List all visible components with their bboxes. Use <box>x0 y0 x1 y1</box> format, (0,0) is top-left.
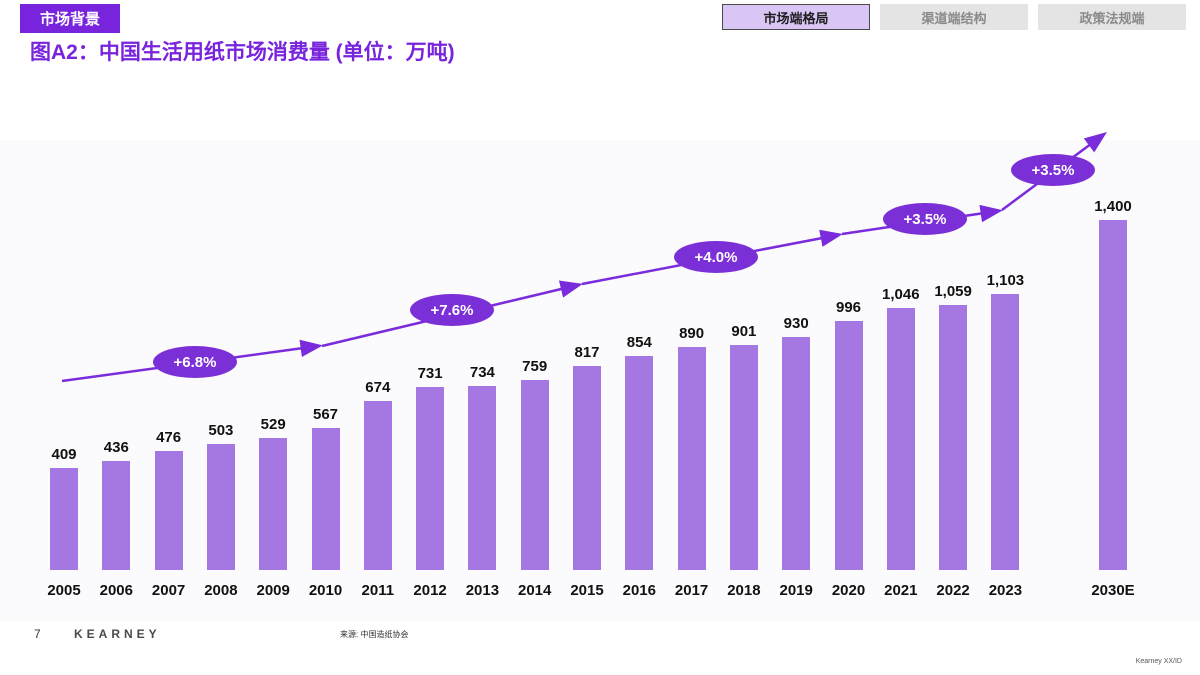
bar-group: 674 2011 <box>352 379 404 599</box>
source-note: 来源: 中国造纸协会 <box>340 630 409 639</box>
bar[interactable] <box>625 356 654 570</box>
bar-group: 1,400 2030E <box>1087 198 1139 599</box>
bar-group: 476 2007 <box>143 429 195 599</box>
bar-value-label: 529 <box>260 416 286 433</box>
page-number: 7 <box>34 627 41 641</box>
bar[interactable] <box>102 461 131 570</box>
bar-group: 503 2008 <box>195 422 247 599</box>
bar-value-label: 567 <box>312 406 339 423</box>
bar[interactable] <box>363 401 392 570</box>
x-axis-label: 2019 <box>779 582 813 599</box>
x-axis-label: 2020 <box>831 582 866 599</box>
x-axis-label: 2011 <box>361 582 395 599</box>
bar-group: 734 2013 <box>456 364 508 599</box>
bar[interactable] <box>311 428 340 570</box>
bar-value-label: 1,103 <box>986 272 1025 289</box>
x-axis-label: 2013 <box>465 582 500 599</box>
x-axis-label: 2015 <box>570 582 604 599</box>
bar-group: 854 2016 <box>613 334 665 599</box>
bar-group: 731 2012 <box>404 365 456 599</box>
bar-value-label: 436 <box>103 439 129 456</box>
bar-value-label: 503 <box>208 422 234 439</box>
kearney-logo: KEARNEY <box>74 627 161 641</box>
bar-group: 567 2010 <box>300 406 352 599</box>
bar[interactable] <box>154 451 183 570</box>
bar-value-label: 476 <box>156 429 182 446</box>
bar[interactable] <box>468 386 497 570</box>
bar[interactable] <box>520 380 549 570</box>
bar[interactable] <box>886 308 915 570</box>
x-axis-label: 2005 <box>47 582 81 599</box>
bar-group: 890 2017 <box>666 325 718 599</box>
bar[interactable] <box>50 468 78 570</box>
x-axis-label: 2022 <box>936 582 970 599</box>
bar-group: 996 2020 <box>823 299 875 599</box>
bar-group: 901 2018 <box>718 323 770 599</box>
tab-bar: 市场端格局 渠道端结构 政策法规端 <box>722 4 1186 30</box>
bar-group: 409 2005 <box>38 446 90 599</box>
x-axis-label: 2007 <box>151 582 186 599</box>
bar-group: 817 2015 <box>561 344 613 599</box>
bar[interactable] <box>729 345 758 570</box>
bar-group: 529 2009 <box>247 416 299 599</box>
bar-value-label: 930 <box>783 315 809 332</box>
tab-market-structure[interactable]: 市场端格局 <box>722 4 870 30</box>
bar-group: 1,103 2023 <box>979 272 1031 599</box>
x-axis-label: 2017 <box>674 582 709 599</box>
bar-group: 1,046 2021 <box>875 286 927 599</box>
bar[interactable] <box>206 444 235 570</box>
bar-value-label: 817 <box>574 344 600 361</box>
bar[interactable] <box>939 305 968 570</box>
x-axis-label: 2010 <box>308 582 343 599</box>
x-axis-label: 2023 <box>988 582 1023 599</box>
bar-value-label: 759 <box>522 358 548 375</box>
x-axis-label: 2018 <box>727 582 761 599</box>
bar-group: 759 2014 <box>509 358 561 599</box>
tab-channel-structure[interactable]: 渠道端结构 <box>880 4 1028 30</box>
bar[interactable] <box>1099 220 1127 570</box>
bar-value-label: 1,059 <box>934 283 972 300</box>
bar-group: 930 2019 <box>770 315 822 599</box>
bar-value-label: 731 <box>417 365 443 382</box>
section-badge: 市场背景 <box>20 4 121 33</box>
bar[interactable] <box>573 366 601 570</box>
tab-policy-regulation[interactable]: 政策法规端 <box>1038 4 1186 30</box>
bar[interactable] <box>416 387 445 570</box>
bar[interactable] <box>782 337 811 570</box>
page-title: 图A2：中国生活用纸市场消费量 (单位：万吨) <box>30 41 455 64</box>
bar-value-label: 854 <box>626 334 652 351</box>
x-axis-label: 2030E <box>1091 582 1135 599</box>
x-axis-label: 2006 <box>99 582 133 599</box>
bar-value-label: 890 <box>679 325 705 342</box>
bar-value-label: 674 <box>365 379 391 396</box>
chart-panel: 409 2005 436 2006 476 2007 503 2008 529 2009 567 20… <box>0 140 1200 621</box>
bar[interactable] <box>677 347 706 570</box>
bar-value-label: 1,400 <box>1094 198 1132 215</box>
bar-plot: 409 2005 436 2006 476 2007 503 2008 529 2009 567 20… <box>0 140 1200 599</box>
bar-value-label: 734 <box>469 364 495 381</box>
doc-id: Kearney XX/ID <box>1135 658 1182 665</box>
x-axis-label: 2016 <box>622 582 656 599</box>
bar-value-label: 409 <box>51 446 77 463</box>
x-axis-label: 2008 <box>204 582 238 599</box>
bar-group: 436 2006 <box>90 439 142 599</box>
bar-value-label: 996 <box>835 299 862 316</box>
bar-value-label: 1,046 <box>882 286 920 303</box>
x-axis-label: 2012 <box>413 582 447 599</box>
x-axis-label: 2021 <box>884 582 918 599</box>
bar[interactable] <box>834 321 863 570</box>
x-axis-label: 2014 <box>518 582 552 599</box>
x-axis-label: 2009 <box>256 582 290 599</box>
bar-value-label: 901 <box>731 323 757 340</box>
bar-group: 1,059 2022 <box>927 283 979 599</box>
bar[interactable] <box>259 438 288 570</box>
bar[interactable] <box>991 294 1020 570</box>
